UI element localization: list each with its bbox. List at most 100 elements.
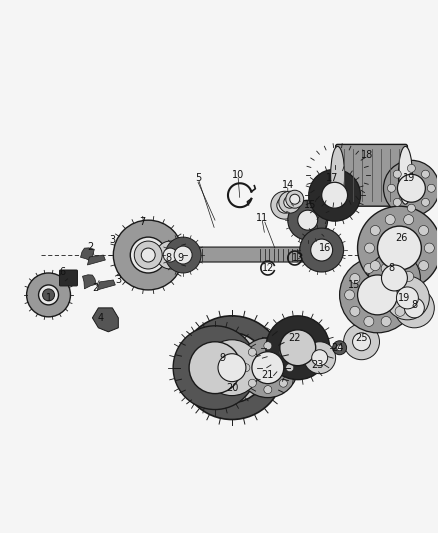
Circle shape bbox=[424, 243, 434, 253]
Circle shape bbox=[290, 194, 300, 204]
Circle shape bbox=[357, 206, 438, 290]
Circle shape bbox=[141, 248, 155, 262]
Circle shape bbox=[286, 364, 294, 372]
Circle shape bbox=[407, 164, 415, 172]
Circle shape bbox=[395, 306, 405, 316]
FancyBboxPatch shape bbox=[60, 270, 78, 286]
Circle shape bbox=[304, 342, 336, 374]
Circle shape bbox=[395, 273, 405, 284]
Circle shape bbox=[165, 237, 201, 273]
Polygon shape bbox=[82, 275, 96, 289]
Text: 2: 2 bbox=[92, 283, 99, 293]
Ellipse shape bbox=[331, 147, 345, 204]
Circle shape bbox=[350, 273, 360, 284]
Text: 8: 8 bbox=[165, 253, 171, 263]
Text: 18: 18 bbox=[361, 150, 374, 160]
Text: 10: 10 bbox=[232, 170, 244, 180]
Circle shape bbox=[384, 160, 438, 216]
Text: 7: 7 bbox=[139, 217, 145, 227]
Circle shape bbox=[242, 364, 250, 372]
Polygon shape bbox=[88, 255, 106, 265]
Circle shape bbox=[27, 273, 71, 317]
Circle shape bbox=[421, 170, 430, 178]
Circle shape bbox=[400, 290, 410, 300]
Circle shape bbox=[368, 252, 420, 304]
Circle shape bbox=[364, 263, 374, 273]
Text: 17: 17 bbox=[325, 173, 338, 183]
Text: 1: 1 bbox=[46, 293, 52, 303]
Circle shape bbox=[238, 338, 298, 398]
Circle shape bbox=[397, 174, 425, 202]
Circle shape bbox=[393, 198, 401, 206]
Circle shape bbox=[197, 333, 267, 402]
Text: 19: 19 bbox=[398, 293, 410, 303]
Circle shape bbox=[312, 350, 328, 366]
Circle shape bbox=[337, 345, 343, 351]
Circle shape bbox=[156, 241, 184, 269]
Circle shape bbox=[277, 197, 293, 213]
Ellipse shape bbox=[399, 147, 413, 204]
Circle shape bbox=[407, 204, 415, 212]
Circle shape bbox=[218, 354, 246, 382]
Circle shape bbox=[381, 263, 391, 273]
Text: 8: 8 bbox=[389, 263, 395, 273]
Circle shape bbox=[280, 330, 316, 366]
Text: 14: 14 bbox=[282, 180, 294, 190]
Circle shape bbox=[174, 246, 192, 264]
Circle shape bbox=[300, 228, 343, 272]
Circle shape bbox=[271, 191, 299, 219]
FancyBboxPatch shape bbox=[161, 247, 306, 262]
Circle shape bbox=[370, 261, 380, 271]
Text: 2: 2 bbox=[87, 242, 94, 252]
Circle shape bbox=[288, 200, 328, 240]
Circle shape bbox=[378, 226, 421, 270]
Circle shape bbox=[298, 210, 318, 230]
Circle shape bbox=[42, 289, 54, 301]
Text: 26: 26 bbox=[395, 233, 408, 243]
Circle shape bbox=[427, 184, 435, 192]
Circle shape bbox=[353, 333, 371, 351]
Circle shape bbox=[248, 379, 256, 387]
Text: 22: 22 bbox=[289, 333, 301, 343]
Circle shape bbox=[204, 340, 260, 395]
Circle shape bbox=[311, 239, 332, 261]
Circle shape bbox=[189, 342, 241, 393]
Circle shape bbox=[396, 287, 418, 309]
Circle shape bbox=[264, 342, 272, 350]
Text: 13: 13 bbox=[292, 253, 304, 263]
Text: 9: 9 bbox=[219, 353, 225, 363]
Circle shape bbox=[419, 225, 429, 236]
Text: 20: 20 bbox=[226, 383, 238, 393]
Circle shape bbox=[321, 182, 348, 208]
Text: 15: 15 bbox=[304, 200, 316, 210]
Circle shape bbox=[39, 285, 59, 305]
Text: 4: 4 bbox=[97, 313, 103, 323]
Circle shape bbox=[364, 243, 374, 253]
Text: 23: 23 bbox=[311, 360, 324, 370]
Text: 15: 15 bbox=[348, 280, 361, 290]
Circle shape bbox=[388, 184, 396, 192]
Circle shape bbox=[248, 348, 256, 356]
Circle shape bbox=[279, 379, 287, 387]
Text: 8: 8 bbox=[411, 300, 417, 310]
Text: 9: 9 bbox=[177, 253, 183, 263]
Circle shape bbox=[404, 298, 424, 318]
Circle shape bbox=[343, 324, 379, 360]
Circle shape bbox=[266, 316, 330, 379]
Circle shape bbox=[264, 385, 272, 393]
Circle shape bbox=[113, 220, 183, 290]
Circle shape bbox=[252, 352, 284, 384]
Circle shape bbox=[381, 317, 391, 326]
Polygon shape bbox=[92, 308, 118, 332]
Polygon shape bbox=[81, 248, 94, 262]
Circle shape bbox=[395, 288, 434, 328]
Circle shape bbox=[134, 241, 162, 269]
Circle shape bbox=[180, 316, 284, 419]
Circle shape bbox=[404, 271, 413, 281]
Text: 12: 12 bbox=[261, 263, 274, 273]
Circle shape bbox=[370, 225, 380, 236]
Circle shape bbox=[339, 257, 415, 333]
Circle shape bbox=[364, 317, 374, 326]
Circle shape bbox=[385, 215, 395, 224]
Circle shape bbox=[173, 326, 257, 409]
